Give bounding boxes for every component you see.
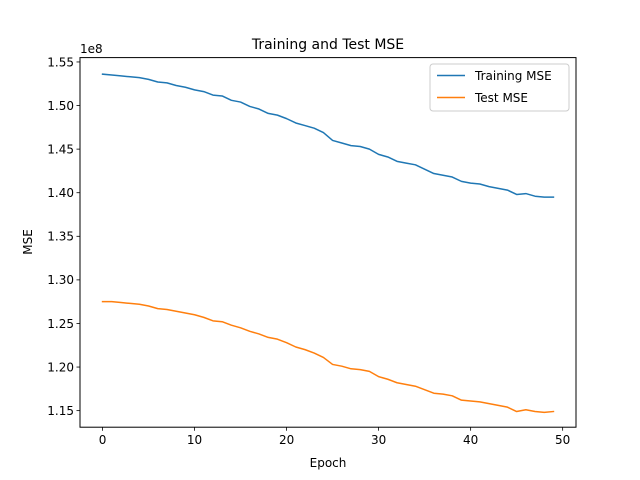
y-tick-label: 1.15	[47, 404, 74, 418]
y-tick-label: 1.50	[47, 99, 74, 113]
series-layer	[101, 73, 555, 414]
y-offset-label: 1e8	[80, 42, 103, 56]
y-tick-label: 1.25	[47, 317, 74, 331]
legend: Training MSE Test MSE	[429, 63, 570, 112]
x-tick-label: 10	[187, 433, 202, 447]
y-tick-label: 1.45	[47, 142, 74, 156]
y-axis-label: MSE	[21, 229, 35, 255]
y-tick-label: 1.55	[47, 55, 74, 69]
series-line-training-mse	[101, 73, 555, 198]
x-tick-label: 30	[371, 433, 386, 447]
legend-label-training-mse: Training MSE	[474, 69, 552, 83]
x-tick-label: 20	[279, 433, 294, 447]
y-axis-ticks: 1.15 1.20 1.25 1.30 1.35 1.40 1.45 1.50 1.55	[47, 55, 80, 418]
x-tick-label: 50	[555, 433, 570, 447]
x-tick-label: 40	[463, 433, 478, 447]
series-line-test-mse	[101, 300, 555, 414]
x-tick-label: 0	[99, 433, 107, 447]
y-tick-label: 1.35	[47, 230, 74, 244]
legend-label-test-mse: Test MSE	[474, 91, 528, 105]
y-tick-label: 1.20	[47, 360, 74, 374]
chart-title: Training and Test MSE	[251, 37, 404, 53]
x-axis-label: Epoch	[310, 456, 347, 470]
plot-frame	[79, 57, 577, 428]
y-tick-label: 1.30	[47, 273, 74, 287]
y-tick-label: 1.40	[47, 186, 74, 200]
x-axis-ticks: 0 10 20 30 40 50	[99, 427, 570, 447]
